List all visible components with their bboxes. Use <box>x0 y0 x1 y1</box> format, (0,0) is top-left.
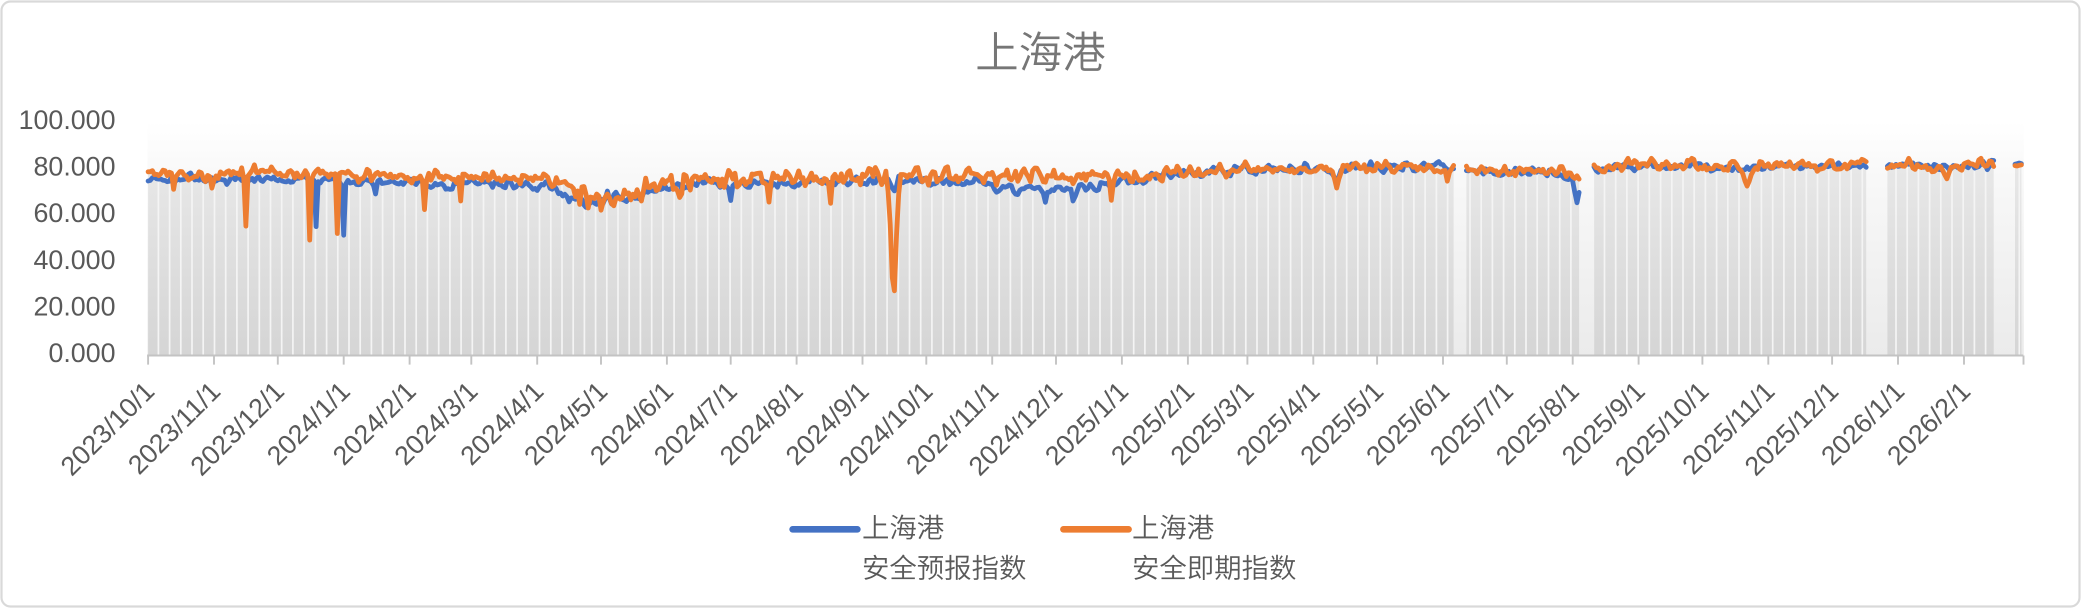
svg-text:40.000: 40.000 <box>34 245 116 275</box>
svg-text:80.000: 80.000 <box>34 152 116 182</box>
svg-text:60.000: 60.000 <box>34 198 116 228</box>
svg-text:20.000: 20.000 <box>34 291 116 321</box>
svg-text:0.000: 0.000 <box>48 338 115 368</box>
svg-text:100.000: 100.000 <box>19 105 116 135</box>
